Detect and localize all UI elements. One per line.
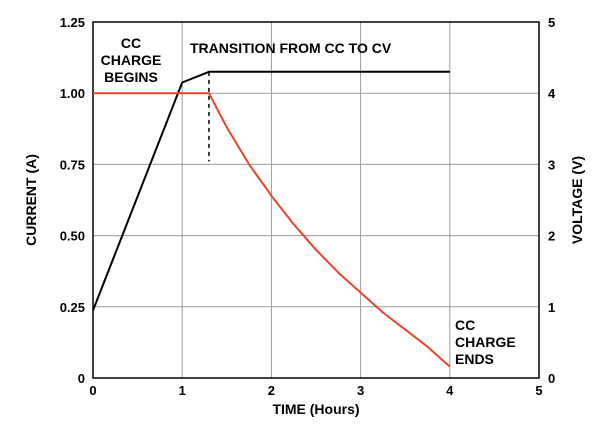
x-tick-label: 2: [268, 383, 275, 398]
x-tick-label: 0: [89, 383, 96, 398]
y-right-tick-label: 5: [548, 15, 555, 30]
annotation-ends-line-3: ENDS: [455, 351, 494, 367]
y-right-tick-label: 1: [548, 300, 555, 315]
annotation-ends-line-2: CHARGE: [455, 334, 516, 350]
y-left-tick-label: 0: [78, 371, 85, 386]
y-right-tick-label: 0: [548, 371, 555, 386]
annotation-begins-line-3: BEGINS: [104, 69, 158, 85]
y-left-tick-label: 0.50: [60, 229, 85, 244]
y-left-tick-label: 1.00: [60, 86, 85, 101]
current-line: [93, 92, 451, 368]
annotation-ends-line-1: CC: [455, 317, 475, 333]
series-layer: [92, 70, 451, 368]
annotation-begins-line-2: CHARGE: [101, 52, 162, 68]
annotation-cc-charge-begins: CC CHARGE BEGINS: [101, 35, 162, 85]
grid-lines: [93, 22, 539, 378]
y-axis-right-title: VOLTAGE (V): [569, 156, 585, 244]
y-axis-left-title: CURRENT (A): [23, 154, 39, 246]
annotation-begins-line-1: CC: [121, 35, 141, 51]
plot-frame: [92, 21, 540, 379]
x-axis-title: TIME (Hours): [272, 401, 359, 417]
y-right-tick-label: 3: [548, 157, 555, 172]
voltage-line: [92, 70, 450, 311]
x-tick-label: 4: [446, 383, 454, 398]
y-left-tick-label: 0.75: [60, 157, 85, 172]
x-tick-label: 3: [357, 383, 364, 398]
y-left-tick-label: 1.25: [60, 15, 85, 30]
annotation-cc-charge-ends: CC CHARGE ENDS: [455, 317, 516, 367]
y-right-tick-label: 4: [548, 86, 556, 101]
x-tick-label: 5: [535, 383, 542, 398]
annotation-transition: TRANSITION FROM CC TO CV: [190, 40, 392, 56]
y-right-tick-label: 2: [548, 229, 555, 244]
x-tick-label: 1: [179, 383, 186, 398]
y-left-tick-label: 0.25: [60, 300, 85, 315]
